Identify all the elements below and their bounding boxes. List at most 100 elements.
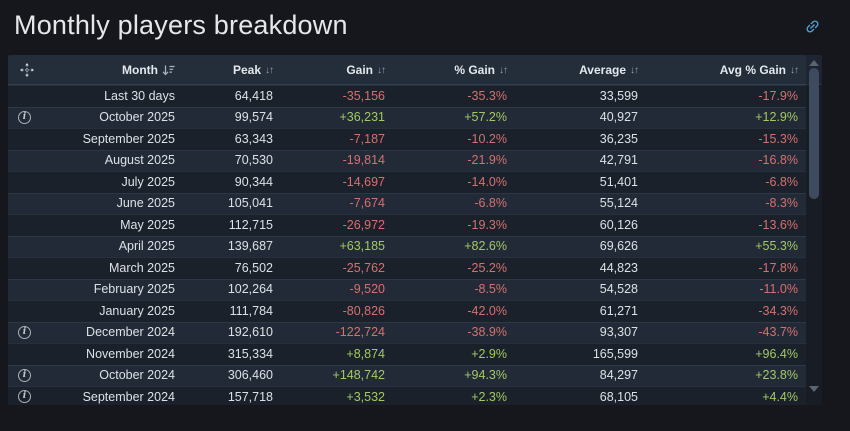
table-row[interactable]: i December 2024 192,610 -122,724 -38.9% …	[8, 321, 806, 343]
cell-info: i	[8, 283, 40, 296]
cell-average: 33,599	[599, 88, 638, 103]
anchor-link-icon[interactable]	[804, 18, 822, 36]
table-row[interactable]: i April 2025 139,687 +63,185 +82.6% 69,6…	[8, 235, 806, 257]
info-icon[interactable]: i	[18, 368, 31, 382]
cell-info: i	[8, 132, 40, 145]
table-row[interactable]: i October 2025 99,574 +36,231 +57.2% 40,…	[8, 106, 806, 128]
info-icon[interactable]: i	[18, 110, 31, 124]
cell-avg-gain-pct: +23.8%	[755, 368, 798, 383]
column-header-gain[interactable]: Gain ↓↑	[281, 63, 393, 77]
cell-peak: 63,343	[234, 131, 273, 146]
cell-gain-pct: -35.3%	[467, 88, 507, 103]
cell-gain-pct: +2.3%	[471, 389, 507, 404]
table-row[interactable]: i February 2025 102,264 -9,520 -8.5% 54,…	[8, 278, 806, 300]
column-label: Month	[122, 63, 158, 77]
cell-info: i	[8, 390, 40, 404]
table-row[interactable]: i July 2025 90,344 -14,697 -14.0% 51,401…	[8, 171, 806, 193]
table-header-row: Month Peak ↓↑ Gain ↓↑ % Gain ↓↑ Average …	[8, 55, 822, 85]
cell-info: i	[8, 368, 40, 382]
cell-gain-pct: -42.0%	[467, 303, 507, 318]
cell-gain: +36,231	[339, 110, 385, 125]
cell-gain: -14,697	[342, 174, 385, 189]
cell-gain-pct: +94.3%	[464, 368, 507, 383]
cell-peak: 306,460	[227, 368, 273, 383]
cell-peak: 112,715	[228, 217, 273, 232]
column-header-avg-gain-pct[interactable]: Avg % Gain ↓↑	[646, 63, 806, 77]
sort-toggle-icon: ↓↑	[377, 64, 386, 76]
move-icon	[20, 63, 34, 77]
titlebar: Monthly players breakdown	[14, 10, 836, 48]
cell-gain: +8,874	[346, 346, 385, 361]
table-row[interactable]: i September 2024 157,718 +3,532 +2.3% 68…	[8, 386, 806, 405]
info-icon[interactable]: i	[18, 390, 31, 404]
cell-gain-pct: -14.0%	[467, 174, 507, 189]
column-header-gain-pct[interactable]: % Gain ↓↑	[393, 63, 515, 77]
cell-info: i	[8, 154, 40, 167]
cell-average: 69,626	[599, 239, 638, 254]
cell-info: i	[8, 261, 40, 274]
table-row[interactable]: i June 2025 105,041 -7,674 -6.8% 55,124 …	[8, 192, 806, 214]
cell-average: 54,528	[599, 282, 638, 297]
cell-info: i	[8, 304, 40, 317]
vertical-scrollbar[interactable]	[806, 55, 822, 405]
cell-peak: 315,334	[227, 346, 273, 361]
cell-average: 68,105	[599, 389, 638, 404]
chain-link-icon	[806, 20, 819, 33]
cell-gain: -9,520	[349, 282, 385, 297]
cell-month: Last 30 days	[104, 88, 175, 103]
scroll-up-arrow-icon[interactable]	[809, 60, 819, 66]
cell-gain-pct: +82.6%	[464, 239, 507, 254]
cell-info: i	[8, 347, 40, 360]
column-header-average[interactable]: Average ↓↑	[515, 63, 646, 77]
table-body: i Last 30 days 64,418 -35,156 -35.3% 33,…	[8, 85, 806, 405]
cell-gain: -19,814	[342, 153, 385, 168]
cell-month: July 2025	[121, 174, 175, 189]
cell-peak: 111,784	[229, 303, 273, 318]
cell-avg-gain-pct: +4.4%	[762, 389, 798, 404]
cell-gain: -35,156	[342, 88, 385, 103]
cell-month: February 2025	[93, 282, 175, 297]
cell-month: April 2025	[118, 239, 175, 254]
cell-average: 40,927	[599, 110, 638, 125]
cell-peak: 139,687	[227, 239, 273, 254]
table-row[interactable]: i January 2025 111,784 -80,826 -42.0% 61…	[8, 300, 806, 322]
scroll-down-arrow-icon[interactable]	[809, 386, 819, 392]
cell-month: September 2024	[82, 389, 175, 404]
cell-avg-gain-pct: +96.4%	[755, 346, 798, 361]
cell-gain: -26,972	[342, 217, 385, 232]
table-row[interactable]: i September 2025 63,343 -7,187 -10.2% 36…	[8, 128, 806, 150]
table-row[interactable]: i March 2025 76,502 -25,762 -25.2% 44,82…	[8, 257, 806, 279]
cell-info: i	[8, 110, 40, 124]
scrollbar-thumb[interactable]	[809, 68, 819, 199]
cell-avg-gain-pct: -8.3%	[765, 196, 798, 211]
cell-average: 84,297	[599, 368, 638, 383]
cell-peak: 90,344	[234, 174, 273, 189]
cell-gain-pct: -6.8%	[474, 196, 507, 211]
cell-info: i	[8, 218, 40, 231]
table-row[interactable]: i October 2024 306,460 +148,742 +94.3% 8…	[8, 364, 806, 386]
info-icon[interactable]: i	[18, 325, 31, 339]
cell-average: 60,126	[599, 217, 638, 232]
table-row[interactable]: i Last 30 days 64,418 -35,156 -35.3% 33,…	[8, 85, 806, 107]
column-label: Gain	[346, 63, 373, 77]
cell-gain: -80,826	[342, 303, 385, 318]
cell-peak: 157,718	[227, 389, 273, 404]
table-row[interactable]: i November 2024 315,334 +8,874 +2.9% 165…	[8, 343, 806, 365]
cell-gain-pct: -8.5%	[474, 282, 507, 297]
cell-peak: 64,418	[234, 88, 273, 103]
cell-gain-pct: -10.2%	[467, 131, 507, 146]
sort-toggle-icon: ↓↑	[265, 64, 274, 76]
column-drag-handle[interactable]	[8, 63, 40, 77]
cell-avg-gain-pct: -43.7%	[758, 325, 798, 340]
cell-month: September 2025	[82, 131, 175, 146]
table-row[interactable]: i August 2025 70,530 -19,814 -21.9% 42,7…	[8, 149, 806, 171]
cell-month: March 2025	[108, 260, 175, 275]
table-row[interactable]: i May 2025 112,715 -26,972 -19.3% 60,126…	[8, 214, 806, 236]
cell-month: October 2024	[99, 368, 175, 383]
cell-peak: 192,610	[227, 325, 273, 340]
column-header-peak[interactable]: Peak ↓↑	[183, 63, 281, 77]
cell-peak: 76,502	[234, 260, 273, 275]
column-header-month[interactable]: Month	[40, 63, 183, 77]
sort-toggle-icon: ↓↑	[630, 64, 639, 76]
cell-info: i	[8, 325, 40, 339]
